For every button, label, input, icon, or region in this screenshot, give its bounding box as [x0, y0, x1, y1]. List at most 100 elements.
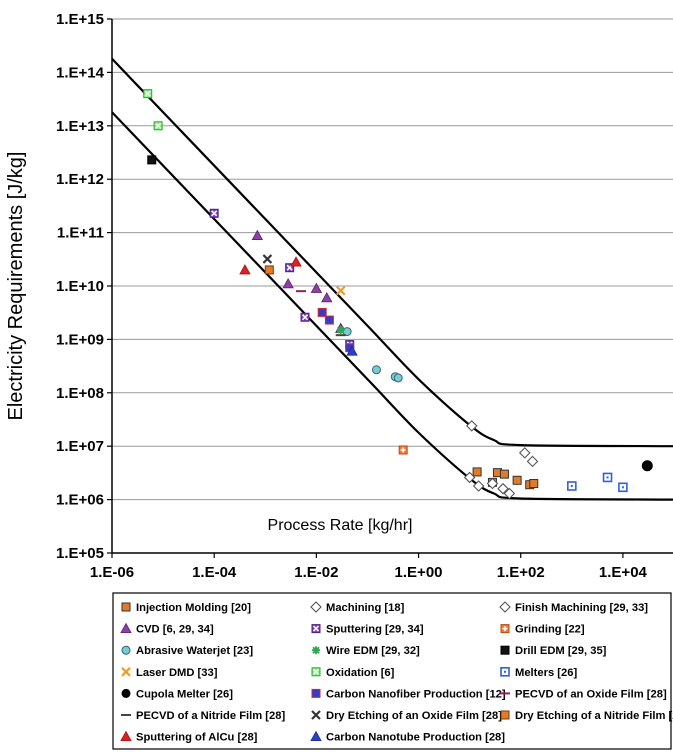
tick-label-x: 1.E+02	[497, 564, 545, 581]
series-1	[463, 471, 516, 500]
legend-label: Dry Etching of a Nitride Film [28]	[515, 710, 673, 722]
tick-label-y: 1.E+08	[56, 385, 104, 402]
data-point	[486, 477, 499, 490]
legend-marker	[121, 667, 131, 677]
legend-label: Carbon Nanofiber Production [12]	[326, 688, 506, 700]
legend-marker-dot	[504, 670, 506, 673]
legend-marker	[120, 730, 132, 741]
legend-marker	[121, 602, 131, 612]
tick-label-y: 1.E+05	[56, 545, 104, 562]
legend-entry: Oxidation [6]	[311, 667, 395, 679]
data-point	[336, 325, 345, 334]
legend-label: Finish Machining [29, 33]	[515, 602, 648, 614]
legend-label: Sputtering [29, 34]	[326, 624, 424, 636]
legend-label: Cupola Melter [26]	[136, 688, 233, 700]
data-point-dot	[621, 486, 624, 489]
series-13	[317, 307, 355, 353]
tick-label-x: 1.E+04	[599, 564, 648, 581]
data-point	[251, 229, 264, 240]
series-7	[336, 325, 345, 334]
series-16	[262, 254, 273, 264]
legend-entry: Cupola Melter [26]	[121, 688, 233, 700]
legend-entry: Sputtering of AlCu [28]	[120, 730, 258, 744]
legend-marker	[500, 710, 510, 720]
series-17	[264, 265, 274, 275]
data-point	[153, 121, 163, 131]
data-point	[512, 475, 522, 485]
data-point-cross	[155, 122, 162, 129]
legend-entry: Abrasive Waterjet [23]	[121, 645, 253, 657]
legend-marker	[500, 645, 510, 655]
legend-marker	[120, 622, 132, 633]
legend-marker-plus	[502, 626, 508, 632]
data-point	[503, 487, 516, 500]
data-point	[472, 480, 485, 492]
tick-label-y: 1.E+12	[56, 171, 104, 188]
boundary-line	[111, 58, 673, 448]
series-8	[147, 155, 157, 165]
legend-marker	[500, 624, 510, 634]
data-point	[143, 89, 153, 99]
legend-entry: Sputtering [29, 34]	[311, 624, 424, 636]
data-point	[618, 482, 628, 493]
data-point	[518, 447, 531, 459]
data-point	[497, 482, 509, 495]
legend-entry: Carbon Nanotube Production [28]	[310, 730, 505, 744]
data-point	[282, 277, 294, 289]
boundary-lines	[111, 58, 673, 501]
data-point	[398, 445, 408, 455]
legend-label: Melters [26]	[515, 667, 577, 679]
y-axis-label: Electricity Requirements [J/kg]	[5, 152, 27, 421]
data-point	[209, 208, 219, 218]
data-point	[567, 481, 577, 491]
data-points	[143, 89, 653, 500]
legend-label: Injection Molding [20]	[136, 602, 251, 614]
series-11	[567, 472, 628, 493]
data-point	[310, 282, 323, 293]
legend-entry: Carbon Nanofiber Production [12]	[311, 688, 506, 700]
legend-entry: PECVD of a Nitride Film [28]	[121, 710, 285, 722]
x-axis-label: Process Rate [kg/hr]	[268, 517, 413, 534]
tick-label-x: 1.E-04	[192, 564, 237, 581]
legend-entry: Wire EDM [29, 32]	[312, 645, 420, 657]
tick-label-x: 1.E-06	[90, 564, 134, 581]
data-point	[324, 315, 334, 325]
boundary-line	[111, 111, 673, 501]
series-12	[641, 460, 653, 472]
legend-marker	[312, 646, 320, 655]
legend-entry: Dry Etching of a Nitride Film [28]	[500, 710, 673, 722]
legend-marker-cross	[312, 625, 320, 632]
tick-label-y: 1.E+14	[56, 64, 105, 81]
legend-entry: CVD [6, 29, 34]	[120, 622, 214, 636]
legend-label: Laser DMD [33]	[136, 667, 218, 679]
tick-label-y: 1.E+06	[56, 492, 104, 509]
legend-marker	[311, 667, 321, 677]
data-point	[641, 460, 653, 472]
data-point	[317, 307, 327, 317]
legend-marker	[121, 645, 131, 655]
legend-label: Machining [18]	[326, 602, 405, 614]
data-point	[529, 479, 539, 489]
legend-marker	[500, 666, 510, 677]
series-10	[143, 89, 163, 131]
legend-entry: PECVD of an Oxide Film [28]	[500, 688, 667, 700]
data-point	[602, 472, 613, 483]
legend-entry: Injection Molding [20]	[121, 602, 251, 614]
legend-marker	[310, 601, 322, 613]
tick-label-y: 1.E+07	[56, 438, 104, 455]
data-point	[465, 420, 478, 432]
legend-marker	[311, 624, 321, 634]
axes: 1.E+05 1.E+06 1.E+07 1.E+08 1.E+09 1.E+10 1.E+…	[56, 11, 673, 581]
tick-label-y: 1.E+11	[57, 225, 104, 242]
grid	[112, 18, 673, 501]
legend-label: Abrasive Waterjet [23]	[136, 645, 253, 657]
legend-entry: Machining [18]	[310, 601, 405, 614]
legend-label: Carbon Nanotube Production [28]	[326, 732, 505, 744]
legend-marker	[310, 730, 322, 741]
data-point-dot	[570, 484, 573, 487]
data-point	[499, 469, 509, 479]
legend-marker	[121, 688, 131, 698]
tick-label-y: 1.E+10	[56, 278, 104, 295]
legend-entry: Finish Machining [29, 33]	[499, 601, 648, 614]
